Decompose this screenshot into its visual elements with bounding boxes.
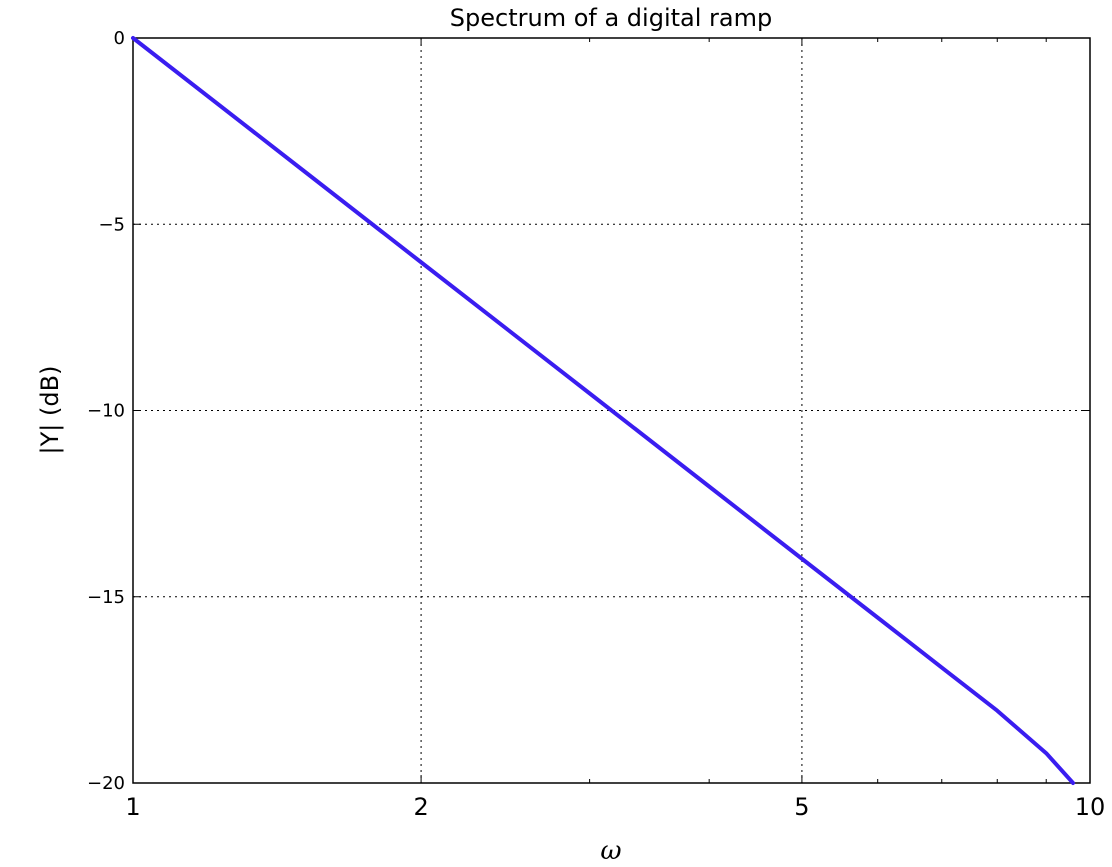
grid	[133, 38, 1090, 783]
y-tick-label: −5	[98, 214, 125, 235]
y-tick-labels: 0 −5 −10 −15 −20	[87, 28, 125, 794]
x-axis-label: ω	[600, 836, 621, 866]
x-tick-label: 1	[125, 793, 140, 821]
x-tick-label: 2	[413, 793, 428, 821]
y-axis-label: |Y| (dB)	[36, 366, 64, 455]
y-tick-label: −15	[87, 587, 125, 608]
x-tick-label: 5	[794, 793, 809, 821]
x-tick-label: 10	[1075, 793, 1106, 821]
series-line	[131, 36, 1076, 785]
y-tick-label: −10	[87, 401, 125, 422]
y-tick-label: −20	[87, 773, 125, 794]
plot-frame	[132, 37, 1091, 784]
x-tick-labels: 1 2 5 10	[125, 793, 1105, 821]
chart-title: Spectrum of a digital ramp	[450, 4, 772, 32]
y-tick-label: 0	[114, 28, 125, 49]
